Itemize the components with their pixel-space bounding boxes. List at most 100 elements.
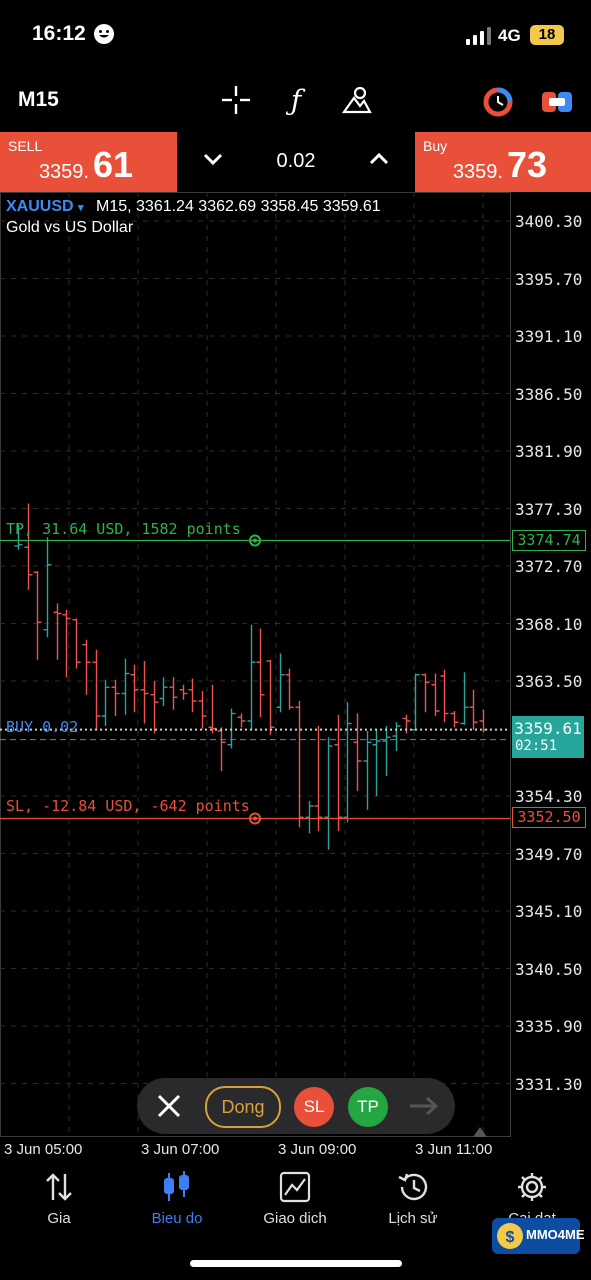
nav-quotes[interactable]: Gia — [0, 1170, 118, 1227]
nav-chart[interactable]: Bieu do — [118, 1170, 236, 1227]
candle — [169, 677, 178, 710]
home-indicator — [190, 1260, 402, 1267]
sell-button[interactable]: SELL 3359. 61 — [0, 132, 177, 192]
tp-button[interactable]: TP — [348, 1087, 388, 1127]
candle — [247, 624, 256, 730]
candle — [295, 701, 304, 828]
candle — [276, 653, 285, 713]
candle — [237, 713, 246, 728]
watermark-logo: $ MMO4ME — [492, 1218, 585, 1254]
candle — [314, 726, 323, 831]
chart-description: Gold vs US Dollar — [6, 219, 134, 236]
candle — [411, 673, 420, 731]
price-axis-label: 3340.50 — [515, 959, 583, 979]
candle — [440, 669, 449, 723]
timeframe-selector[interactable]: M15 — [18, 88, 59, 111]
buy-price-small: 3359. — [452, 161, 503, 183]
current-price-tag: 3359.61 02:51 — [512, 716, 584, 758]
candle — [421, 673, 430, 713]
candle — [402, 714, 411, 734]
bar-countdown: 02:51 — [515, 738, 558, 754]
tp-drag-handle — [249, 534, 261, 547]
chart-ohlc: M15, 3361.24 3362.69 3358.45 3359.61 — [96, 198, 381, 215]
trade-signal-icon[interactable] — [482, 86, 514, 123]
candle — [188, 678, 197, 713]
sl-line-label: SL, -12.84 USD, -642 points — [6, 797, 250, 815]
buy-button[interactable]: Buy 3359. 73 — [415, 132, 591, 192]
candle — [101, 679, 110, 726]
history-icon — [398, 1173, 428, 1201]
signal-icon — [466, 27, 491, 45]
network-type: 4G — [498, 26, 521, 45]
sl-button[interactable]: SL — [294, 1087, 334, 1127]
chart-symbol[interactable]: XAUUSD ▾ — [6, 198, 84, 215]
nav-trade[interactable]: Giao dich — [236, 1170, 354, 1227]
candle — [43, 537, 52, 638]
candle — [140, 661, 149, 724]
price-axis-label: 3331.30 — [515, 1074, 583, 1094]
candle — [208, 684, 217, 734]
lot-decrease-icon[interactable] — [203, 152, 223, 166]
price-axis-label: 3381.90 — [515, 442, 583, 461]
arrows-updown-icon — [46, 1173, 72, 1201]
candle — [150, 681, 159, 734]
sl-price-tag: 3352.50 — [512, 807, 586, 828]
price-axis-label: 3391.10 — [515, 327, 583, 346]
sl-drag-dot — [253, 816, 257, 821]
nav-chart-label: Bieu do — [151, 1210, 203, 1227]
svg-text:$: $ — [506, 1229, 515, 1246]
symbol-dropdown-icon[interactable]: ▾ — [78, 202, 84, 214]
crosshair-icon[interactable] — [218, 84, 254, 123]
gear-icon — [518, 1173, 546, 1201]
face-icon — [94, 24, 114, 44]
candle — [305, 801, 314, 834]
price-axis-label: 3354.30 — [515, 787, 583, 806]
price-axis-label: 3400.30 — [515, 212, 583, 231]
price-axis-label: 3372.70 — [515, 557, 583, 576]
scroll-end-icon[interactable] — [472, 1126, 488, 1138]
tp-line-label: TP, 31.64 USD, 1582 points — [6, 520, 241, 538]
time-axis-label: 3 Jun 05:00 — [4, 1141, 83, 1158]
lot-increase-icon[interactable] — [369, 152, 389, 166]
candle — [431, 673, 440, 716]
price-axis-label: 3345.10 — [515, 902, 583, 921]
candles — [14, 503, 488, 850]
candle — [363, 731, 372, 810]
one-click-trade-icon[interactable] — [540, 88, 574, 121]
indicators-icon[interactable]: ƒ — [290, 84, 302, 117]
tp-price-tag: 3374.74 — [512, 530, 586, 551]
candle — [372, 729, 381, 796]
chart-frame — [0, 192, 511, 1137]
price-chart[interactable] — [0, 192, 591, 1142]
nav-trade-label: Giao dich — [263, 1210, 327, 1227]
price-axis-label: 3335.90 — [515, 1017, 583, 1036]
lot-value[interactable]: 0.02 — [276, 150, 316, 172]
arrow-right-icon — [408, 1095, 440, 1122]
candle — [285, 668, 294, 710]
price-axis-label: 3363.50 — [515, 672, 583, 691]
buy-price-big: 73 — [506, 144, 547, 185]
candle — [353, 713, 362, 791]
tp-drag-dot — [253, 538, 257, 543]
price-axis-label: 3368.10 — [515, 614, 583, 634]
nav-history[interactable]: Lịch sử — [354, 1170, 472, 1227]
candle — [72, 618, 81, 669]
candle — [24, 503, 33, 590]
candle — [343, 702, 352, 823]
current-price: 3359.61 — [514, 719, 582, 738]
sell-price-small: 3359. — [38, 161, 89, 183]
status-time: 16:12 — [32, 22, 86, 45]
candle — [111, 679, 120, 716]
candle — [198, 691, 207, 729]
close-icon[interactable] — [156, 1093, 182, 1124]
close-position-button[interactable]: Dong — [205, 1086, 281, 1128]
objects-icon[interactable] — [338, 84, 374, 123]
candle — [227, 708, 236, 749]
candle — [92, 649, 101, 730]
candle — [324, 737, 333, 850]
candle — [334, 714, 343, 831]
chart-line-icon — [279, 1171, 311, 1203]
time-axis-label: 3 Jun 09:00 — [278, 1141, 357, 1158]
candle — [217, 727, 226, 771]
nav-history-label: Lịch sử — [388, 1210, 438, 1227]
